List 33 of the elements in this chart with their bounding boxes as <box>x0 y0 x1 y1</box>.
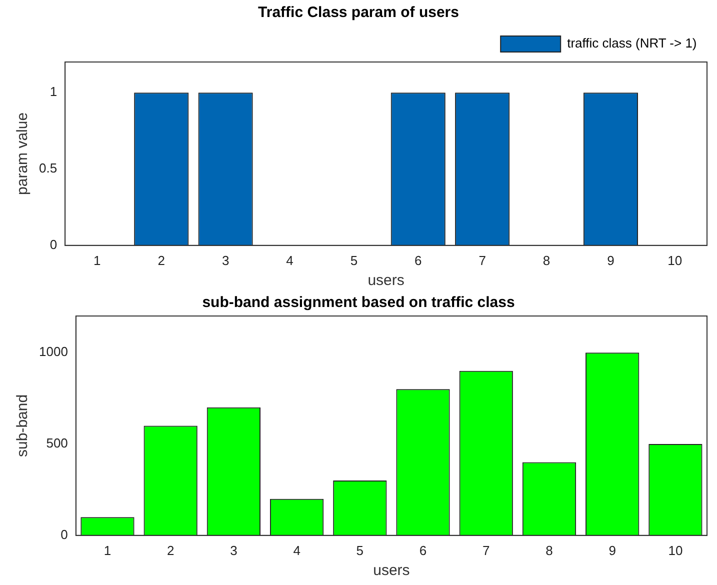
x-tick-label: 1 <box>104 542 112 558</box>
chart-title: Traffic Class param of users <box>258 4 459 22</box>
y-tick-label: 500 <box>46 436 68 451</box>
x-tick-label: 5 <box>350 252 358 268</box>
x-tick-label: 5 <box>356 542 364 558</box>
x-tick-label: 2 <box>158 252 165 268</box>
y-axis-title: sub-band <box>14 394 32 457</box>
x-axis-title: users <box>373 562 410 580</box>
x-tick-label: 3 <box>230 542 238 558</box>
x-axis-title: users <box>368 272 404 290</box>
x-tick-label: 2 <box>166 542 174 558</box>
y-tick-label: 0 <box>60 526 68 542</box>
chart-title: sub-band assignment based on traffic class <box>202 294 515 312</box>
y-tick-label: 0 <box>50 236 58 252</box>
x-tick-label: 8 <box>546 542 553 558</box>
y-tick-label: 1000 <box>39 344 68 360</box>
x-tick-label: 9 <box>608 542 616 558</box>
x-tick-label: 10 <box>668 252 682 268</box>
x-tick-label: 8 <box>542 252 550 268</box>
x-tick-label: 9 <box>607 252 614 268</box>
x-tick-label: 4 <box>293 542 300 558</box>
x-tick-label: 3 <box>222 252 230 268</box>
x-tick-label: 6 <box>419 542 427 558</box>
x-tick-label: 4 <box>286 252 294 268</box>
y-axis-title: param value <box>14 112 32 195</box>
x-tick-label: 7 <box>482 542 490 558</box>
y-tick-label: 1 <box>50 84 58 100</box>
y-tick-label: 0.5 <box>38 160 58 176</box>
x-tick-label: 10 <box>668 542 683 558</box>
x-tick-label: 7 <box>478 252 486 268</box>
legend-label: traffic class (NRT -> 1) <box>567 36 697 51</box>
x-tick-label: 6 <box>414 252 422 268</box>
x-tick-label: 1 <box>94 252 101 268</box>
